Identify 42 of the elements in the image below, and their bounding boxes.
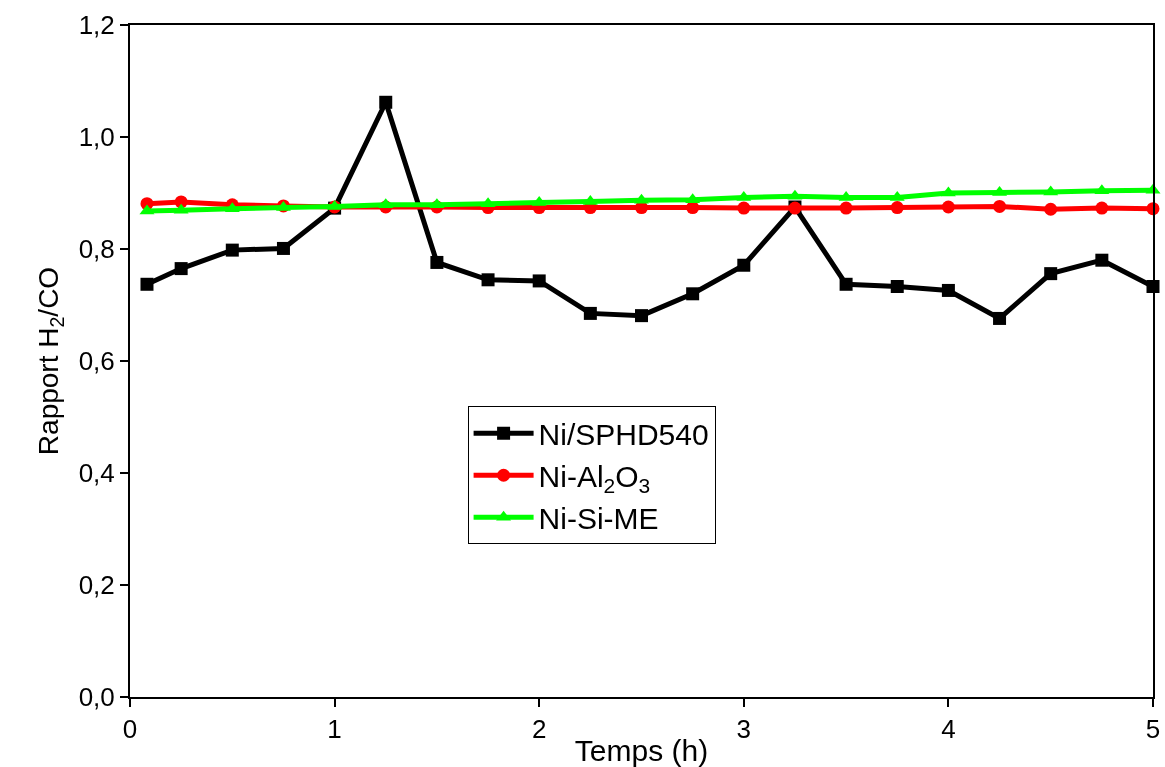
- point: [686, 287, 700, 301]
- x-tick-label: 5: [1145, 714, 1161, 745]
- point: [737, 201, 751, 215]
- point: [890, 201, 904, 215]
- point: [635, 309, 648, 323]
- legend-label: Ni-Al$_{2}$O$_{3}$: [538, 459, 651, 498]
- x-axis-title: Temps (h): [574, 734, 709, 767]
- point: [890, 280, 904, 294]
- x-tick-label: 3: [736, 714, 752, 745]
- point: [737, 258, 751, 272]
- point: [941, 200, 955, 214]
- point: [839, 277, 853, 291]
- x-tick-label: 2: [531, 714, 547, 745]
- point: [140, 277, 154, 291]
- point: [583, 306, 597, 320]
- point: [1044, 267, 1058, 281]
- legend-label: Ni-Si-ME: [538, 501, 659, 535]
- point: [276, 241, 290, 255]
- point: [225, 243, 239, 257]
- y-tick-label: 0,2: [78, 570, 115, 601]
- point: [174, 262, 188, 276]
- point: [1044, 202, 1058, 216]
- x-tick-label: 4: [941, 714, 956, 745]
- point: [481, 273, 495, 287]
- y-tick-label: 1,0: [78, 122, 115, 153]
- x-tick-label: 0: [122, 714, 138, 745]
- point: [1095, 201, 1109, 215]
- point: [839, 201, 853, 215]
- point: [430, 255, 444, 269]
- point: [941, 283, 955, 297]
- y-tick-label: 0,6: [78, 346, 115, 377]
- point: [532, 274, 546, 288]
- point: [379, 95, 393, 109]
- y-tick-label: 0,8: [78, 234, 115, 265]
- y-tick-label: 0,0: [78, 682, 115, 713]
- legend-label: Ni/SPHD540: [538, 417, 709, 451]
- y-tick-label: 1,2: [78, 10, 115, 41]
- y-tick-label: 0,4: [78, 458, 115, 489]
- point: [993, 199, 1007, 213]
- point: [993, 311, 1007, 325]
- point: [1095, 253, 1109, 267]
- x-tick-label: 1: [327, 714, 342, 745]
